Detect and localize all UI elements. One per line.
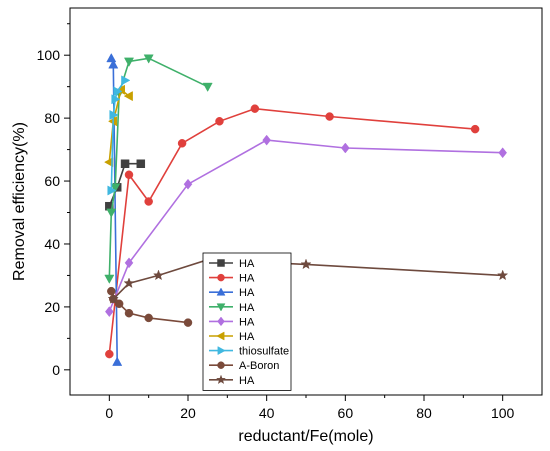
- legend-label: HA: [239, 273, 255, 285]
- legend-entry: HA: [209, 273, 255, 285]
- data-point: [104, 274, 115, 284]
- legend-marker: [216, 303, 226, 312]
- legend-entry: HA: [209, 316, 255, 328]
- series-layer: [104, 53, 509, 366]
- data-point: [262, 134, 271, 146]
- data-point: [202, 82, 213, 92]
- data-point: [124, 308, 134, 318]
- data-point: [123, 57, 135, 67]
- data-point: [300, 258, 312, 270]
- data-point: [121, 75, 131, 86]
- data-point: [143, 54, 154, 64]
- legend-marker: [216, 287, 226, 296]
- legend: HA HA HA HA HA HA thiosulfate A-Boron HA: [202, 252, 292, 391]
- legend-entry: HA: [209, 258, 255, 270]
- y-tick-label: 40: [44, 236, 60, 252]
- x-tick-label: 100: [491, 405, 515, 421]
- legend-entry: HA: [209, 331, 255, 343]
- legend-label: thiosulfate: [239, 346, 289, 358]
- data-point: [111, 94, 121, 105]
- x-tick-label: 40: [259, 405, 275, 421]
- y-axis-title: Removal efficiency(%): [11, 122, 28, 281]
- legend-marker: [216, 331, 225, 341]
- data-point: [107, 286, 116, 296]
- series-line: [108, 107, 476, 355]
- data-point: [108, 59, 119, 69]
- data-point: [183, 178, 193, 190]
- legend-entry: HA: [209, 374, 255, 387]
- series-9: [107, 253, 509, 304]
- data-point: [120, 159, 130, 168]
- x-tick-label: 20: [180, 405, 196, 421]
- data-point: [114, 299, 124, 309]
- data-point: [124, 257, 134, 269]
- series-line: [108, 88, 130, 163]
- data-point: [498, 147, 507, 159]
- legend-label: HA: [239, 302, 255, 314]
- legend-marker: [217, 273, 225, 282]
- series-line: [108, 139, 503, 312]
- legend-label: HA: [239, 375, 255, 387]
- series-7: [107, 75, 131, 196]
- legend-marker: [216, 374, 226, 385]
- data-point: [470, 124, 480, 134]
- data-point: [183, 318, 193, 327]
- legend-label: HA: [239, 331, 255, 343]
- data-point: [123, 277, 135, 289]
- x-axis-title: reductant/Fe(mole): [238, 428, 373, 445]
- data-point: [104, 157, 114, 168]
- series-5: [105, 134, 507, 318]
- data-point: [110, 183, 121, 193]
- legend-entry: HA: [209, 302, 255, 314]
- x-tick-label: 60: [338, 405, 354, 421]
- legend-label: HA: [239, 316, 255, 328]
- data-point: [215, 117, 224, 126]
- legend-marker: [217, 316, 225, 327]
- legend-label: HA: [239, 287, 255, 299]
- data-point: [144, 197, 153, 206]
- data-point: [136, 159, 146, 168]
- data-point: [341, 142, 350, 154]
- legend-marker: [217, 346, 226, 356]
- y-tick-label: 100: [37, 47, 61, 63]
- data-point: [107, 185, 117, 196]
- data-point: [152, 269, 165, 281]
- data-point: [325, 112, 334, 121]
- data-point: [113, 86, 123, 97]
- legend-label: HA: [239, 258, 255, 270]
- data-point: [124, 170, 134, 180]
- data-point: [105, 306, 114, 318]
- y-tick-label: 0: [52, 362, 60, 378]
- legend-marker: [217, 361, 225, 369]
- series-2: [105, 104, 480, 359]
- data-point: [250, 104, 260, 113]
- legend-entry: A-Boron: [209, 360, 279, 372]
- y-tick-label: 20: [44, 299, 60, 315]
- data-point: [112, 356, 123, 366]
- legend-entry: thiosulfate: [209, 346, 289, 358]
- x-tick-label: 80: [416, 405, 432, 421]
- x-tick-label: 0: [105, 405, 113, 421]
- plot-frame: [69, 7, 543, 396]
- legend-label: A-Boron: [239, 360, 279, 372]
- y-tick-label: 80: [44, 110, 60, 126]
- y-tick-label: 60: [44, 173, 60, 189]
- data-point: [106, 208, 117, 218]
- data-point: [177, 139, 187, 148]
- data-point: [109, 109, 119, 120]
- legend-entry: HA: [209, 287, 255, 299]
- data-point: [123, 91, 133, 102]
- data-point: [144, 313, 153, 323]
- data-point: [497, 269, 509, 281]
- data-point: [105, 349, 114, 359]
- data-point: [106, 53, 117, 63]
- legend-marker: [217, 259, 225, 267]
- series-3: [106, 53, 123, 366]
- axis-ticks: 0 20 40 60 80 100 0 20 40 60 80 100: [37, 23, 515, 421]
- data-point: [107, 293, 119, 304]
